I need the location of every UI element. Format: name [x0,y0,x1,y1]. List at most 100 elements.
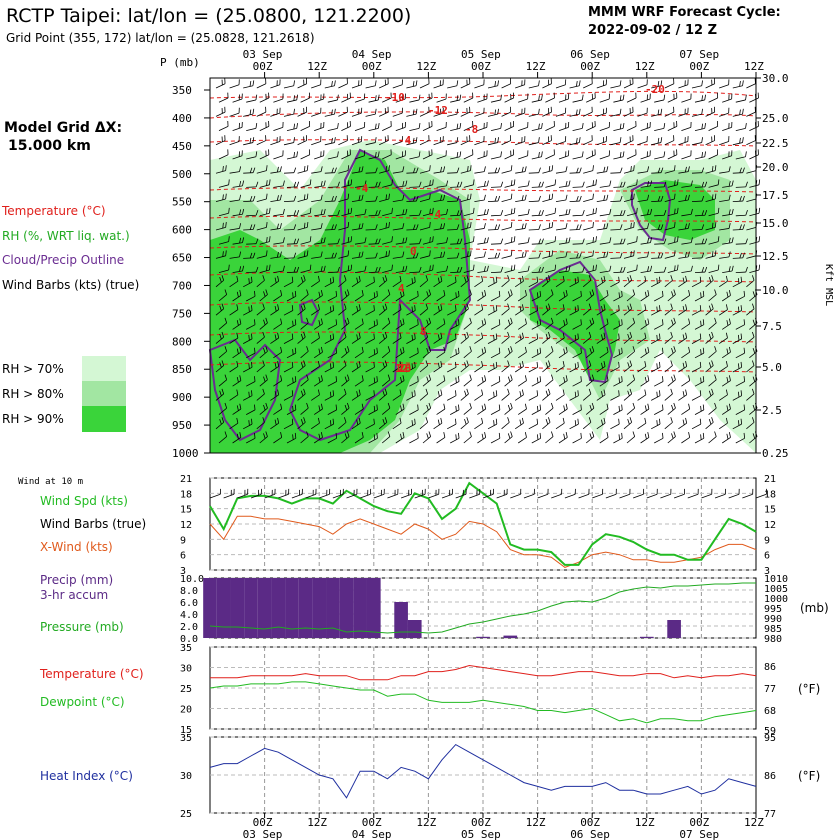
barb-flag [699,276,702,283]
barb-flag [239,251,242,257]
xsec-barb [569,195,582,202]
barb-flag [633,193,635,200]
xsec-barb [681,290,691,302]
barb-flag [486,121,488,128]
barb-staff [477,295,486,302]
barb-flag [592,265,594,271]
barb-staff [283,113,294,117]
barb-flag [687,79,689,85]
barb-flag [296,122,298,129]
barb-staff [354,213,365,217]
barb-staff [243,257,254,259]
xsec-barb [327,122,339,131]
xsec-barb [722,208,734,217]
xsec-barb [531,319,542,330]
barb-flag [663,94,666,101]
xsec-barb [518,237,530,245]
xsec-barb [487,195,501,202]
xsec-barb [232,180,245,188]
barb-staff [613,156,624,160]
barb-flag [428,78,430,84]
xsec-barb [678,107,689,117]
barb-staff [324,85,335,89]
xsec-barb [599,93,610,103]
barb-staff [327,295,337,302]
xsec-barb [382,120,392,131]
xsec-barb [667,149,678,160]
panel-left-tick: 18 [180,489,192,500]
barb-flag [413,167,416,173]
barb-flag [249,167,253,173]
barb-staff [749,154,759,160]
barb-flag [731,150,733,156]
xsec-barb [395,150,406,160]
barb-flag [293,137,295,143]
barb-flag [483,237,486,244]
barb-flag [228,236,230,242]
xsec-barb [531,151,543,160]
barb-staff [518,98,528,103]
xsec-barb [555,79,567,89]
xsec-barb [667,120,678,131]
barb-staff [419,170,430,174]
xsec-barb [583,135,593,146]
barb-flag [657,137,660,144]
barb-staff [270,199,281,202]
barb-staff [477,270,488,273]
barb-staff [487,310,498,316]
barb-staff [735,324,745,330]
barb-staff [218,241,229,245]
xsec-barb [504,264,516,273]
xsec-barb [678,223,690,231]
xsec-barb [542,165,554,174]
barb-flag [276,223,279,229]
barb-flag [249,109,252,115]
barb-staff [392,171,403,174]
contour [209,139,757,147]
barb-staff [232,270,243,273]
barb-flag [510,93,512,100]
barb-flag [688,318,691,324]
barb-flag [306,193,309,200]
barb-flag [650,180,653,186]
xsec-barb [542,78,552,89]
barb-staff [422,184,433,188]
barb-flag [623,181,626,188]
barb-flag [550,135,552,141]
barb-flag [662,290,664,297]
bottom-date-label: 04 Sep [352,828,392,840]
barb-staff [542,111,552,117]
barb-flag [588,303,592,309]
barb-staff [637,171,648,174]
barb-flag [751,275,755,281]
barb-flag [701,195,705,202]
barb-staff [314,155,324,160]
barb-flag [507,303,510,309]
barb-flag [442,136,444,142]
barb-staff [311,112,321,117]
barb-flag [618,276,620,283]
barb-flag [458,290,460,297]
barb-flag [401,136,403,142]
pressure-tick: 980 [764,634,782,645]
barb-staff [368,127,379,131]
xsec-barb [545,149,555,160]
barb-flag [346,135,348,141]
xsec-barb [243,167,256,174]
temperature-label: 0 [410,245,417,258]
barb-flag [687,223,690,229]
xsec-barb [545,236,557,245]
barb-staff [351,256,362,259]
barb-flag [579,252,582,259]
barb-flag [263,291,266,297]
xsec-barb [409,290,419,302]
temperature-label: -20 [645,83,665,96]
barb-staff [708,126,718,131]
barb-staff [341,154,351,160]
barb-flag [565,166,568,172]
barb-staff [572,99,583,103]
barb-flag [539,290,542,297]
barb-staff [283,172,295,174]
xsec-barb [229,136,240,146]
